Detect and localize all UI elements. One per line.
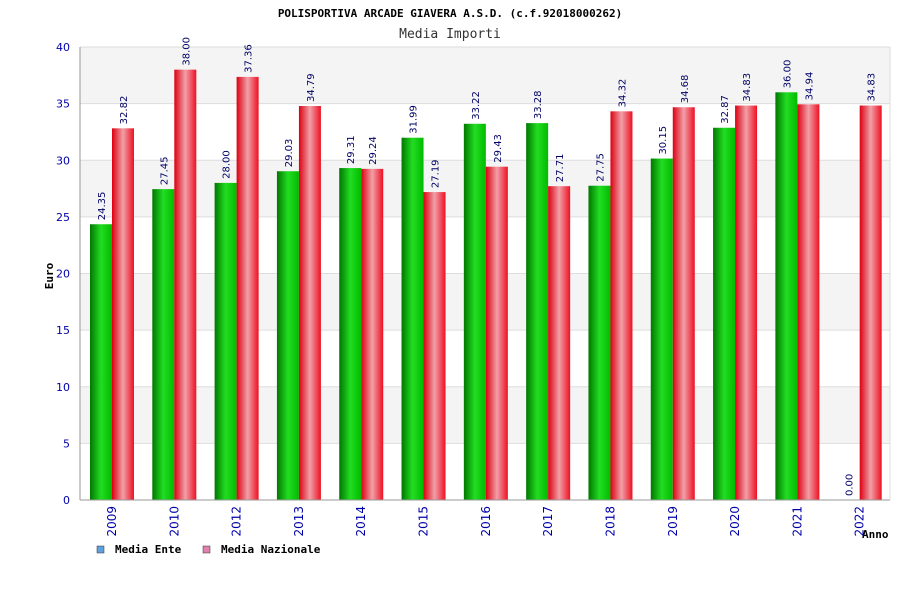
y-tick-label: 20 bbox=[56, 268, 70, 281]
y-tick-label: 40 bbox=[56, 41, 70, 54]
bar-media-ente-2013 bbox=[276, 171, 299, 501]
value-label-media-ente-2012: 28.00 bbox=[222, 150, 233, 179]
value-label-media-nazionale-2021: 34.94 bbox=[804, 72, 815, 101]
bar-media-ente-2016 bbox=[463, 123, 486, 500]
value-label-media-ente-2017: 33.28 bbox=[533, 90, 544, 119]
x-tick-label-2018: 2018 bbox=[603, 506, 617, 537]
value-label-media-ente-2019: 30.15 bbox=[658, 126, 669, 155]
value-label-media-ente-2009: 24.35 bbox=[97, 192, 108, 221]
value-label-media-nazionale-2022: 34.83 bbox=[867, 73, 878, 102]
x-tick-label-2014: 2014 bbox=[354, 506, 368, 537]
y-tick-label: 5 bbox=[63, 437, 70, 450]
value-label-media-nazionale-2016: 29.43 bbox=[493, 134, 504, 163]
y-tick-label: 0 bbox=[63, 494, 70, 507]
bar-media-ente-2019 bbox=[650, 158, 673, 500]
bar-media-nazionale-2018 bbox=[610, 111, 633, 501]
bar-media-ente-2015 bbox=[401, 137, 424, 500]
bar-media-nazionale-2020 bbox=[735, 105, 758, 501]
x-tick-label-2017: 2017 bbox=[541, 506, 555, 537]
x-tick-label-2012: 2012 bbox=[230, 506, 244, 537]
value-label-media-nazionale-2018: 34.32 bbox=[617, 79, 628, 108]
value-label-media-ente-2010: 27.45 bbox=[159, 156, 170, 185]
legend-label-media-ente: Media Ente bbox=[115, 543, 182, 556]
axes bbox=[79, 47, 891, 501]
y-axis-label: Euro bbox=[43, 262, 56, 289]
x-tick-label-2021: 2021 bbox=[790, 506, 804, 537]
value-labels: 24.35 32.82 27.45 38.00 28.00 37.36 29.03 34.79… bbox=[97, 37, 878, 496]
value-label-media-nazionale-2010: 38.00 bbox=[181, 37, 192, 66]
value-label-media-nazionale-2009: 32.82 bbox=[119, 96, 130, 125]
x-tick-label-2013: 2013 bbox=[292, 506, 306, 537]
legend: Media Ente Media Nazionale bbox=[96, 543, 321, 556]
y-tick-label: 10 bbox=[56, 381, 70, 394]
value-label-media-nazionale-2012: 37.36 bbox=[244, 44, 255, 73]
bar-media-nazionale-2022 bbox=[859, 105, 882, 501]
x-tick-label-2009: 2009 bbox=[105, 506, 119, 537]
bar-media-nazionale-2012 bbox=[236, 76, 259, 500]
bar-media-nazionale-2013 bbox=[298, 106, 321, 501]
x-tick-label-2010: 2010 bbox=[167, 506, 181, 537]
bar-media-nazionale-2017 bbox=[548, 186, 571, 500]
chart-title: POLISPORTIVA ARCADE GIAVERA A.S.D. (c.f.… bbox=[278, 7, 622, 20]
bar-media-ente-2012 bbox=[214, 182, 237, 500]
value-label-media-nazionale-2020: 34.83 bbox=[742, 73, 753, 102]
bars bbox=[90, 69, 882, 501]
value-label-media-ente-2020: 32.87 bbox=[720, 95, 731, 124]
x-axis-label: Anno bbox=[862, 528, 889, 541]
value-label-media-ente-2013: 29.03 bbox=[284, 139, 295, 168]
bar-media-ente-2020 bbox=[713, 127, 736, 500]
bar-media-nazionale-2014 bbox=[361, 168, 384, 500]
x-tick-label-2015: 2015 bbox=[417, 506, 431, 537]
y-tick-label: 35 bbox=[56, 98, 70, 111]
plot-band bbox=[80, 47, 890, 104]
y-tick-labels: 0 5 10 15 20 25 30 35 40 bbox=[56, 41, 70, 507]
value-label-media-ente-2018: 27.75 bbox=[595, 153, 606, 182]
x-tick-label-2016: 2016 bbox=[479, 506, 493, 537]
bar-media-nazionale-2010 bbox=[174, 69, 197, 501]
legend-label-media-nazionale: Media Nazionale bbox=[221, 543, 321, 556]
value-label-media-nazionale-2019: 34.68 bbox=[680, 75, 691, 104]
value-label-media-ente-2021: 36.00 bbox=[782, 60, 793, 89]
bar-media-ente-2018 bbox=[588, 185, 611, 500]
x-tick-label-2019: 2019 bbox=[666, 506, 680, 537]
value-label-media-ente-2015: 31.99 bbox=[409, 105, 420, 134]
bar-media-nazionale-2009 bbox=[112, 128, 134, 500]
legend-swatch-media-ente bbox=[96, 545, 105, 554]
value-label-media-ente-2022: 0.00 bbox=[845, 474, 856, 496]
bar-media-nazionale-2016 bbox=[485, 166, 508, 500]
y-tick-label: 30 bbox=[56, 154, 70, 167]
x-tick-label-2020: 2020 bbox=[728, 506, 742, 537]
y-tick-label: 25 bbox=[56, 211, 70, 224]
bar-media-nazionale-2021 bbox=[797, 104, 820, 500]
bar-media-nazionale-2019 bbox=[672, 107, 695, 501]
bar-media-ente-2021 bbox=[775, 92, 798, 501]
value-label-media-nazionale-2013: 34.79 bbox=[306, 73, 317, 102]
bar-media-ente-2014 bbox=[339, 168, 362, 500]
chart-subtitle: Media Importi bbox=[399, 27, 501, 42]
value-label-media-nazionale-2017: 27.71 bbox=[555, 154, 566, 183]
bar-media-ente-2017 bbox=[526, 123, 549, 500]
bar-media-nazionale-2015 bbox=[423, 192, 446, 501]
value-label-media-nazionale-2015: 27.19 bbox=[431, 159, 442, 188]
x-tick-labels: 2009 2010 2012 2013 2014 2015 2016 2017 2018 2019… bbox=[105, 506, 867, 537]
x-tick-label-2022: 2022 bbox=[853, 506, 867, 537]
legend-swatch-media-nazionale bbox=[202, 545, 211, 554]
bar-media-ente-2009 bbox=[90, 224, 112, 500]
value-label-media-nazionale-2014: 29.24 bbox=[368, 136, 379, 165]
bar-media-ente-2010 bbox=[152, 189, 175, 500]
value-label-media-ente-2016: 33.22 bbox=[471, 91, 482, 120]
value-label-media-ente-2014: 29.31 bbox=[346, 135, 357, 164]
y-tick-label: 15 bbox=[56, 324, 70, 337]
